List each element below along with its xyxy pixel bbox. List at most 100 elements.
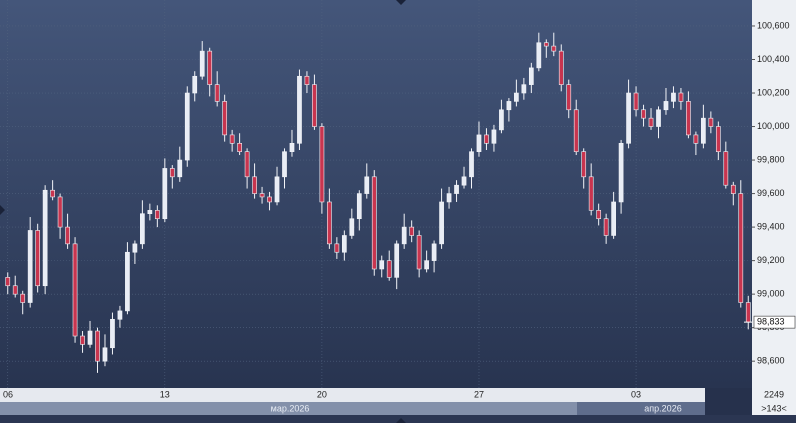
candle-body: [50, 189, 55, 198]
x-tick-label: 03: [631, 389, 641, 399]
candle-body: [558, 50, 564, 85]
candle-body: [386, 260, 392, 278]
candle-body: [416, 235, 422, 270]
candle-body: [514, 92, 519, 102]
candle-body: [528, 67, 534, 85]
candle-body: [222, 101, 228, 136]
candle-body: [633, 92, 639, 111]
y-tick-label: 99,000: [757, 289, 785, 299]
y-tick-label: 99,600: [757, 188, 785, 198]
candle-body: [95, 330, 100, 362]
left-handle: [0, 205, 5, 215]
y-tick-label: 99,200: [757, 255, 785, 265]
candle-body: [551, 45, 557, 52]
candle-body: [267, 196, 272, 203]
candle-body: [319, 126, 325, 203]
candle-body: [356, 193, 362, 220]
month-band: [577, 402, 705, 415]
last-price-box: [753, 315, 796, 329]
candle-body: [349, 218, 355, 236]
candle-body: [484, 134, 489, 144]
candle-body: [424, 260, 429, 270]
candle-body: [521, 84, 527, 94]
candle-body: [274, 176, 280, 203]
candle-body: [715, 126, 721, 152]
candle-body: [573, 109, 579, 152]
candle-body: [177, 159, 183, 178]
y-tick-label: 99,800: [757, 154, 785, 164]
candle-body: [154, 210, 160, 220]
y-tick-label: 100,000: [757, 121, 790, 131]
candle-body: [162, 168, 168, 220]
candle-body: [461, 176, 467, 186]
candle-body: [663, 101, 669, 111]
candle-body: [57, 196, 63, 228]
candle-body: [252, 176, 257, 194]
candle-body: [476, 134, 482, 152]
candle-body: [125, 251, 130, 312]
candle-body: [618, 143, 624, 203]
candle-body: [499, 109, 504, 131]
candle-body: [364, 176, 370, 194]
candle-body: [169, 168, 175, 178]
candle-body: [35, 230, 41, 287]
x-tick-label: 20: [317, 389, 327, 399]
candle-body: [304, 75, 310, 85]
candle-body: [371, 176, 377, 270]
month-band: [0, 402, 577, 415]
candle-body: [102, 347, 108, 362]
candle-body: [289, 143, 295, 152]
candle-body: [723, 151, 729, 186]
candle-body: [237, 143, 242, 152]
candle-body: [312, 84, 317, 127]
candle-body: [611, 201, 616, 236]
candle-body: [140, 213, 145, 245]
candle-body: [229, 134, 235, 144]
candle-body: [80, 335, 85, 345]
candle-body: [244, 151, 250, 178]
candle-body: [543, 42, 549, 47]
x-tick-label: 27: [474, 389, 484, 399]
candle-body: [334, 243, 340, 253]
candle-body: [708, 117, 714, 127]
corner-label: >143<: [761, 403, 787, 413]
candle-body: [72, 243, 78, 337]
candle-body: [27, 230, 33, 303]
candle-body: [20, 293, 26, 303]
y-tick-label: 99,400: [757, 221, 785, 231]
candle-body: [87, 330, 93, 345]
candle-body: [581, 151, 587, 178]
candle-body: [42, 189, 48, 287]
candle-body: [648, 117, 654, 127]
candle-body: [596, 210, 602, 220]
candle-body: [192, 75, 198, 94]
candle-body: [626, 92, 631, 144]
candle-body: [207, 50, 213, 85]
candle-body: [199, 50, 205, 77]
candle-body: [65, 226, 70, 245]
y-tick-label: 100,200: [757, 87, 790, 97]
candle-body: [491, 129, 497, 144]
candle-body: [506, 101, 512, 111]
candle-body: [730, 184, 736, 194]
candle-body: [327, 201, 332, 245]
candle-body: [686, 101, 691, 136]
future-band: [705, 388, 752, 415]
last-price-label: 98,833: [757, 317, 785, 327]
candle-body: [110, 318, 115, 349]
candle-body: [214, 84, 220, 102]
candle-body: [282, 151, 287, 178]
candle-body: [566, 84, 572, 111]
candle-body: [132, 243, 138, 253]
y-tick-label: 98,600: [757, 356, 785, 366]
candle-body: [469, 151, 474, 178]
y-tick-label: 100,400: [757, 54, 790, 64]
time-axis-panel: [0, 388, 752, 402]
candle-body: [745, 302, 751, 323]
candle-body: [701, 117, 706, 144]
candle-body: [431, 243, 437, 261]
corner-label: 2249: [764, 389, 784, 399]
month-label: мар.2026: [271, 403, 310, 413]
